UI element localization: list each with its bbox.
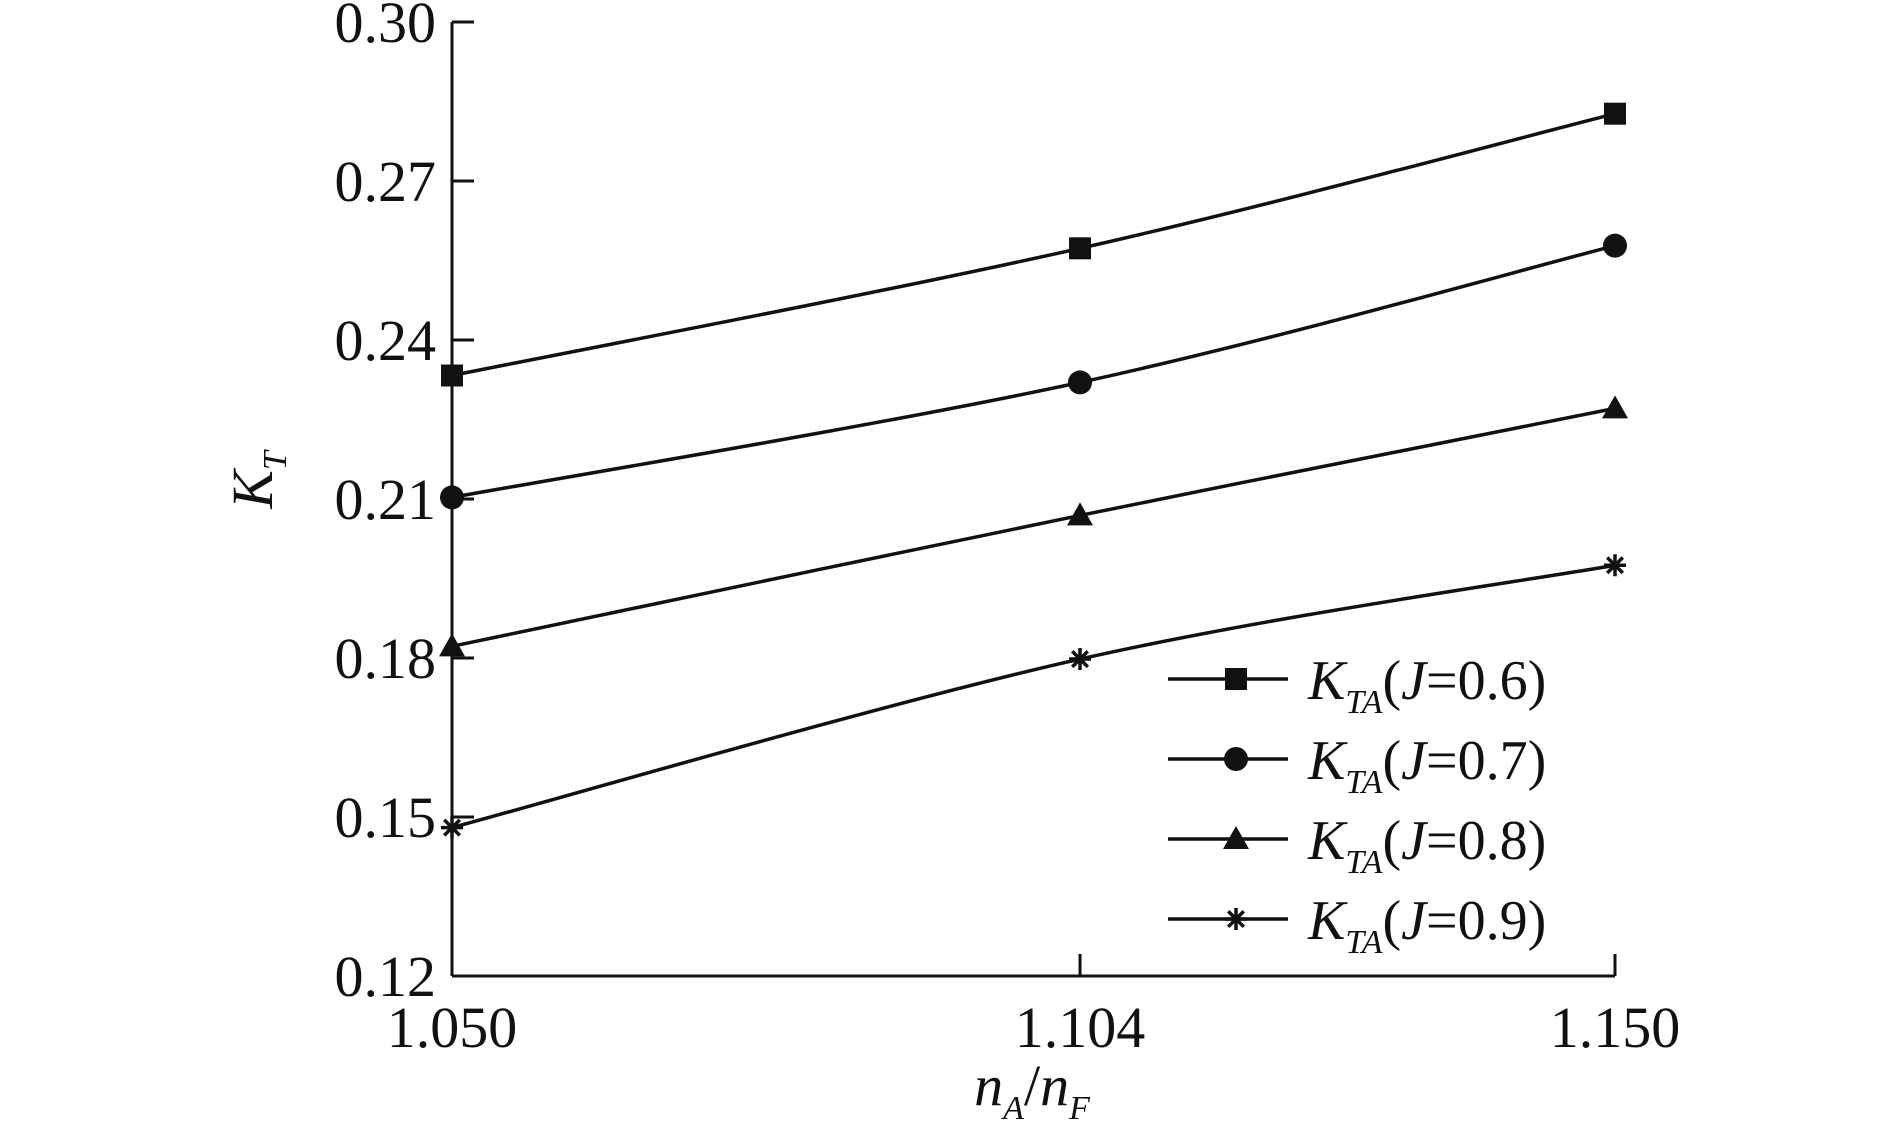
series-line-2 (451, 243, 1616, 500)
x-tick-label: 1.150 (1550, 995, 1681, 1060)
data-point-s1-3 (1604, 102, 1626, 125)
data-point-s3-2 (1067, 502, 1094, 526)
y-tick-label: 0.30 (335, 0, 437, 55)
legend-marker (1225, 668, 1247, 690)
data-point-s4-1 (441, 816, 463, 839)
y-tick-label: 0.21 (335, 467, 437, 532)
data-point-s3-3 (1602, 395, 1628, 419)
series-markers (439, 102, 1628, 839)
legend-item: KTA(J=0.6) (1168, 650, 1546, 721)
data-point-s2-3 (1603, 233, 1627, 258)
legend-label: KTA(J=0.7) (1307, 730, 1546, 801)
data-point-s4-3 (1604, 554, 1626, 577)
data-point-s2-1 (440, 485, 464, 510)
y-tick-label: 0.18 (335, 626, 437, 691)
legend-item: KTA(J=0.8) (1168, 810, 1546, 881)
x-tick-label: 1.050 (387, 995, 518, 1060)
y-axis-label: KT (220, 449, 294, 510)
data-point-s1-2 (1069, 237, 1092, 260)
data-point-s2-2 (1068, 370, 1093, 395)
legend-marker (1223, 826, 1249, 849)
legend: KTA(J=0.6) KTA(J=0.7) KTA(J=0.8) KTA(J=0.9) (1168, 650, 1546, 961)
legend-marker (1224, 747, 1248, 771)
legend-label: KTA(J=0.9) (1307, 890, 1546, 961)
series-line-1 (451, 111, 1616, 378)
y-tick-label: 0.12 (335, 944, 437, 1009)
legend-label: KTA(J=0.8) (1307, 810, 1546, 881)
legend-marker (1225, 908, 1247, 930)
legend-item: KTA(J=0.7) (1168, 730, 1546, 801)
legend-item: KTA(J=0.9) (1168, 890, 1546, 961)
ticks: 0.12 0.15 0.18 0.21 0.24 0.27 0.30 1.050 1.104 1.… (335, 0, 1681, 1060)
y-tick-label: 0.15 (335, 785, 437, 850)
y-tick-label: 0.24 (335, 308, 437, 373)
y-tick-label: 0.27 (335, 149, 437, 214)
legend-label: KTA(J=0.6) (1307, 650, 1546, 721)
series-lines (451, 111, 1616, 830)
x-tick-label: 1.104 (1015, 995, 1146, 1060)
data-point-s1-1 (441, 364, 463, 387)
series-line-3 (451, 406, 1616, 649)
data-point-s4-2 (1069, 648, 1092, 671)
data-point-s3-1 (439, 633, 465, 657)
x-axis-label: nA/nF (974, 1053, 1091, 1123)
